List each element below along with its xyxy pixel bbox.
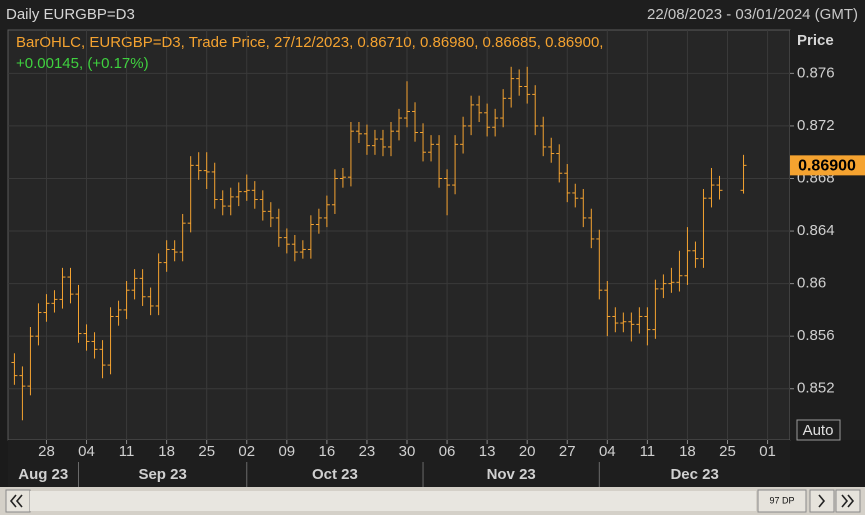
x-tick-label: 18 (158, 443, 175, 460)
month-label: Aug 23 (18, 466, 68, 483)
y-tick-label: 0.86 (797, 275, 826, 292)
month-label: Sep 23 (138, 466, 186, 483)
scroll-right-icon[interactable] (818, 494, 826, 508)
month-label: Dec 23 (670, 466, 718, 483)
x-axis-week-row (8, 440, 790, 462)
month-label: Oct 23 (312, 466, 358, 483)
y-axis-panel (790, 30, 865, 440)
x-tick-label: 04 (78, 443, 95, 460)
date-range: 22/08/2023 - 03/01/2024 (GMT) (647, 6, 858, 23)
dp-box (757, 489, 807, 513)
last-price-marker (790, 155, 865, 176)
y-tick-label: 0.856 (797, 327, 835, 344)
y-tick-label: 0.876 (797, 64, 835, 81)
x-tick-label: 20 (519, 443, 536, 460)
scroll-end-icon[interactable] (841, 494, 855, 508)
x-tick-label: 06 (439, 443, 456, 460)
grid (8, 30, 790, 440)
x-tick-label: 23 (359, 443, 376, 460)
x-tick-label: 04 (599, 443, 616, 460)
x-tick-label: 09 (278, 443, 295, 460)
legend-line: BarOHLC, EURGBP=D3, Trade Price, 27/12/2… (16, 34, 603, 51)
scroll-track[interactable] (30, 491, 756, 511)
scroll-start-icon[interactable] (9, 494, 23, 508)
y-tick-label: 0.864 (797, 222, 835, 239)
x-tick-label: 01 (759, 443, 776, 460)
scroll-right-button[interactable] (809, 489, 835, 513)
chart-title: Daily EURGBP=D3 (6, 6, 135, 23)
x-axis-month-row (8, 462, 790, 487)
x-tick-label: 16 (319, 443, 336, 460)
last-price-label: 0.86900 (798, 158, 856, 175)
x-tick-label: 11 (640, 443, 656, 460)
y-tick-label: 0.852 (797, 380, 835, 397)
header-bar (0, 0, 865, 30)
x-tick-label: 25 (719, 443, 736, 460)
x-tick-label: 02 (238, 443, 255, 460)
legend-change: +0.00145, (+0.17%) (16, 55, 149, 72)
y-tick-label: 0.872 (797, 117, 835, 134)
x-tick-label: 27 (559, 443, 576, 460)
ohlc-bars (11, 66, 747, 421)
dp-label: 97 DP (769, 495, 794, 505)
plot-area (7, 29, 791, 441)
x-tick-label: 18 (679, 443, 696, 460)
x-tick-label: 25 (198, 443, 215, 460)
auto-button[interactable] (796, 419, 841, 441)
x-tick-label: 30 (399, 443, 416, 460)
x-tick-label: 13 (479, 443, 496, 460)
y-axis-label: Price (797, 32, 834, 49)
auto-label[interactable]: Auto (803, 422, 834, 439)
month-label: Nov 23 (487, 466, 536, 483)
x-tick-label: 11 (119, 443, 135, 460)
x-tick-label: 28 (38, 443, 55, 460)
